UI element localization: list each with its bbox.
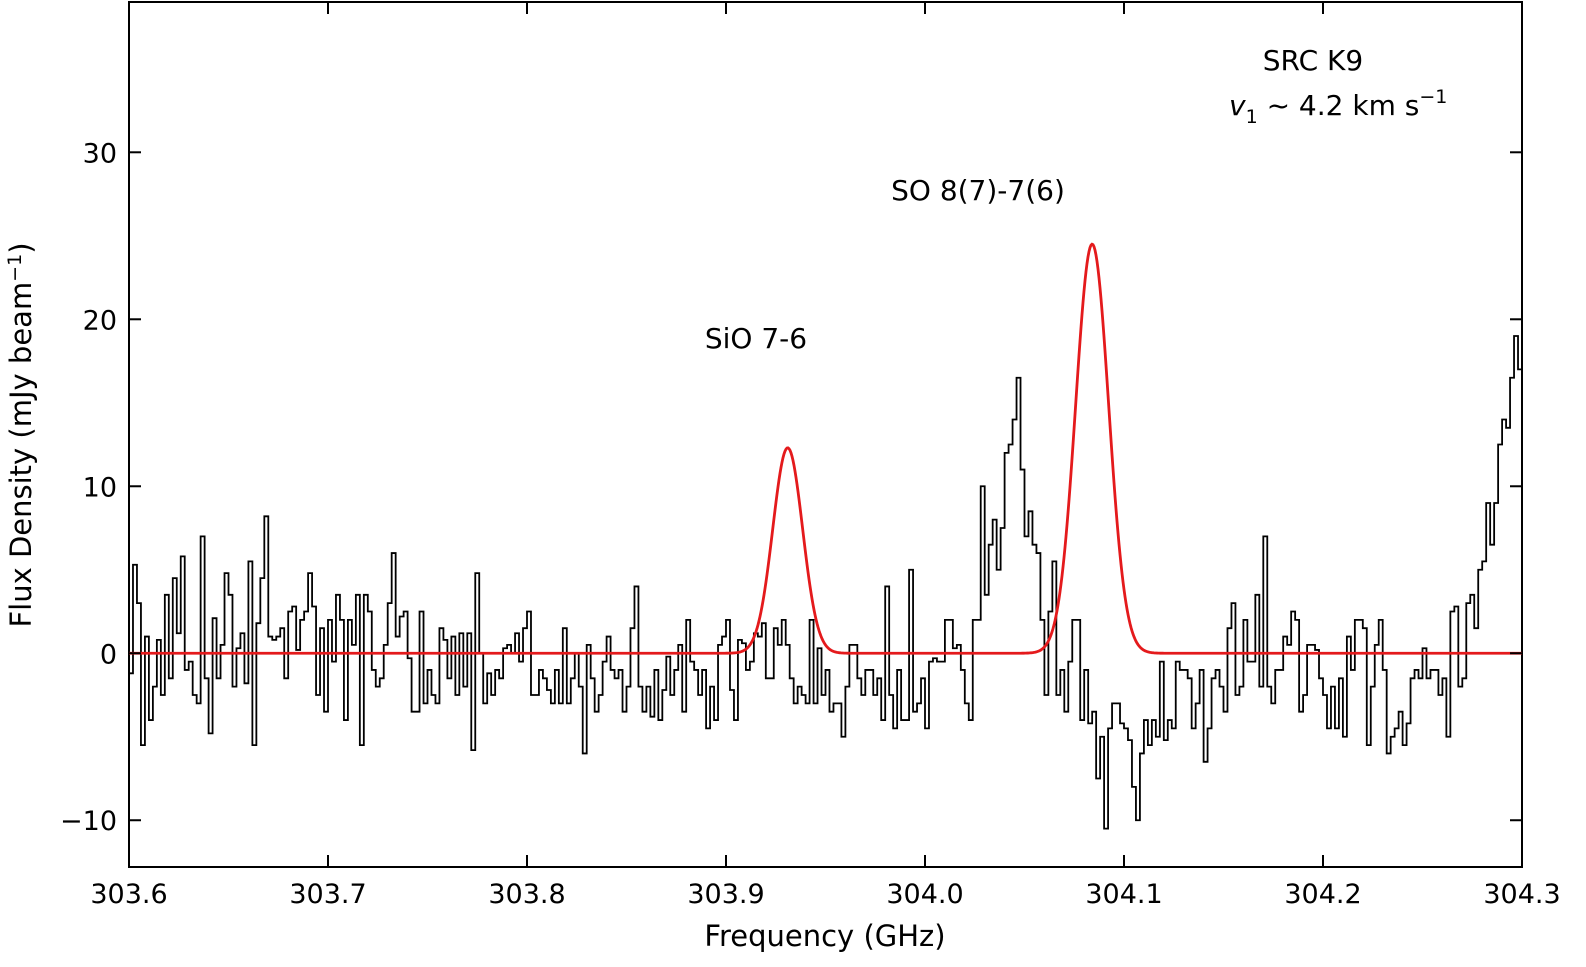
velocity-rest: ~ 4.2 km s [1258,89,1420,122]
x-tick-label: 303.7 [289,879,366,910]
y-axis-label: Flux Density (mJy beam−1) [4,242,38,627]
x-tick-label: 304.1 [1085,879,1162,910]
annotation-velocity: v1 ~ 4.2 km s−1 [1229,86,1447,128]
velocity-sub: 1 [1246,106,1258,128]
y-ticks: −10 0 10 20 30 [60,138,1522,837]
plot-clip-group [129,242,1522,830]
spectrum-series [129,326,1522,830]
y-axis-label-close: ) [4,242,38,253]
plot-area [129,242,1522,830]
x-axis-label: Frequency (GHz) [704,919,945,953]
y-axis-label-main: Flux Density (mJy beam [4,282,38,628]
y-tick-label: 20 [83,305,117,336]
annotation-sio: SiO 7-6 [705,322,807,355]
velocity-sup: −1 [1419,86,1447,108]
velocity-symbol: v [1229,89,1246,122]
gaussian-fit-series [129,242,1522,655]
x-tick-label: 303.9 [687,879,764,910]
x-tick-label: 303.8 [488,879,565,910]
x-ticks: 303.6 303.7 303.8 303.9 304.0 304.1 304.2 304.3 [90,2,1561,910]
annotation-so: SO 8(7)-7(6) [891,174,1065,207]
x-tick-label: 304.0 [886,879,963,910]
x-tick-label: 304.2 [1284,879,1361,910]
y-tick-label: 10 [83,472,117,503]
x-tick-label: 303.6 [90,879,167,910]
plot-frame [128,1,1523,868]
x-tick-label: 304.3 [1483,879,1560,910]
annotation-source: SRC K9 [1263,44,1363,77]
y-tick-label: −10 [60,806,117,837]
y-tick-label: 30 [83,138,117,169]
y-tick-label: 0 [100,639,117,670]
y-axis-label-sup: −1 [4,254,26,282]
